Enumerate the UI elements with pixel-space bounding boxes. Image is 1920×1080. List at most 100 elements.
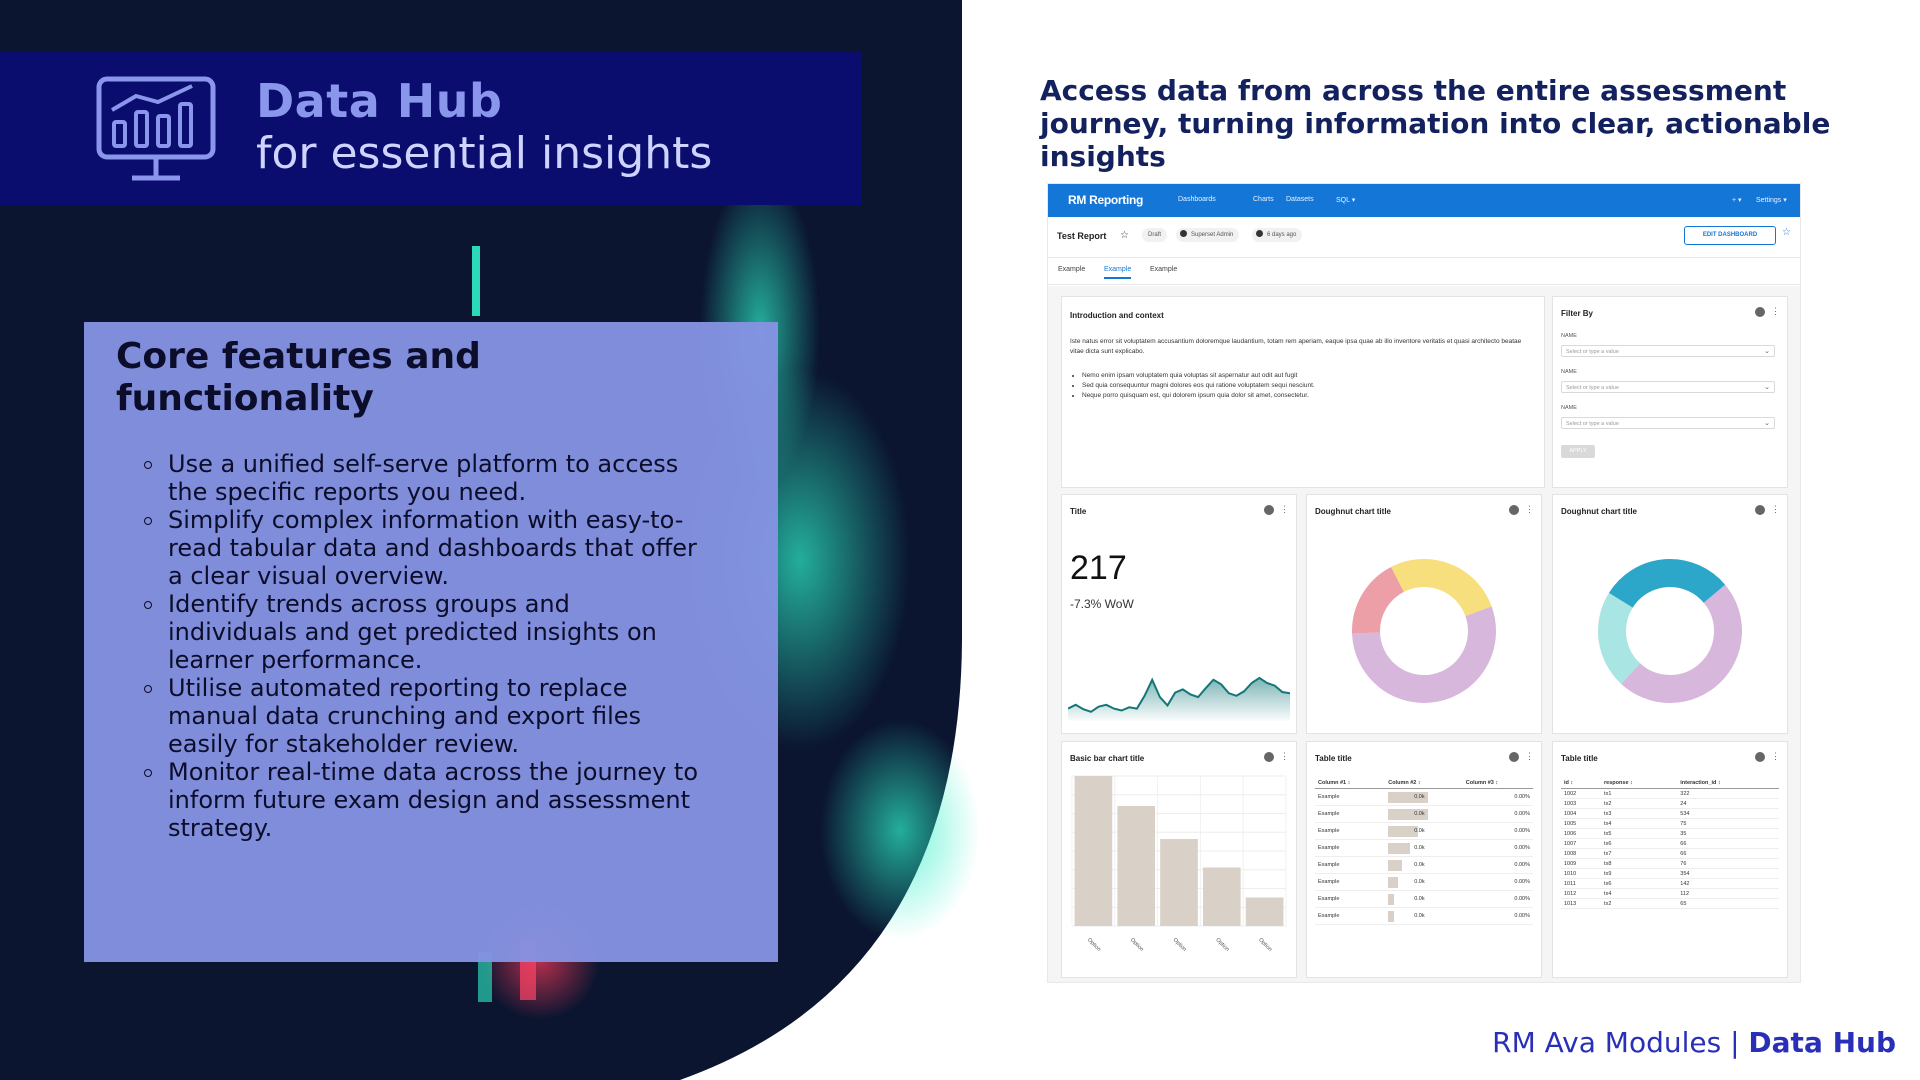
feature-text: Identify trends across groups and indivi… — [168, 590, 657, 674]
filter-label: NAME — [1561, 369, 1577, 375]
table-cell: 0.00% — [1462, 907, 1533, 925]
table-cell: Example — [1315, 873, 1386, 891]
tab-example-1[interactable]: Example — [1058, 266, 1086, 273]
filter-icon[interactable] — [1755, 505, 1765, 515]
more-icon[interactable]: ⋮ — [1771, 306, 1780, 316]
table-header[interactable]: Column #2 ↕ — [1385, 778, 1463, 789]
table-header[interactable]: response ↕ — [1601, 778, 1678, 789]
table-cell: 0.00% — [1462, 856, 1533, 874]
clock-icon — [1256, 230, 1263, 237]
more-icon[interactable]: ⋮ — [1280, 751, 1289, 761]
table-cell: 0.00% — [1462, 822, 1533, 840]
panel-menu[interactable]: ⋮ — [1264, 751, 1289, 762]
tab-example-2[interactable]: Example — [1104, 266, 1132, 279]
panel-menu[interactable]: ⋮ — [1509, 751, 1534, 762]
table-cell: 1011 — [1561, 878, 1602, 889]
hero-subtitle: for essential insights — [256, 128, 713, 179]
cell-bar — [1388, 910, 1395, 922]
bar — [1245, 897, 1284, 926]
filter-select[interactable]: Select or type a value ⌄ — [1561, 417, 1775, 429]
table-row: Example 0.0k 0.00% — [1315, 839, 1533, 857]
feature-item: Use a unified self-serve platform to acc… — [140, 450, 700, 506]
table-cell: Example — [1315, 907, 1386, 925]
footer-product: Data Hub — [1748, 1026, 1896, 1059]
filter-icon[interactable] — [1509, 505, 1519, 515]
panel-menu[interactable]: ⋮ — [1755, 306, 1780, 317]
nav-sql[interactable]: SQL ▾ — [1336, 197, 1356, 204]
bar-chart: Option Option Option Option Option — [1071, 775, 1287, 953]
table-cell: 112 — [1677, 888, 1779, 899]
table-row: 1006 tx5 35 — [1561, 828, 1779, 839]
star-icon[interactable]: ☆ — [1120, 230, 1129, 241]
table-header[interactable]: Column #1 ↕ — [1315, 778, 1386, 789]
more-icon[interactable]: ⋮ — [1280, 504, 1289, 514]
more-icon[interactable]: ⋮ — [1525, 751, 1534, 761]
bullet-icon — [144, 517, 152, 525]
more-icon[interactable]: ⋮ — [1771, 751, 1780, 761]
panel-menu[interactable]: ⋮ — [1264, 504, 1289, 515]
nav-settings[interactable]: Settings ▾ — [1756, 197, 1787, 204]
nav-add[interactable]: + ▾ — [1732, 197, 1742, 204]
tab-example-3[interactable]: Example — [1150, 266, 1178, 273]
intro-bullet: Neque porro quisquam est, qui dolorem ip… — [1082, 391, 1542, 401]
table-cell: 0.00% — [1462, 873, 1533, 891]
more-icon[interactable]: ⋮ — [1525, 504, 1534, 514]
footer-prefix: RM Ava Modules | — [1492, 1026, 1749, 1059]
panel-menu[interactable]: ⋮ — [1755, 751, 1780, 762]
table-cell: tx5 — [1601, 828, 1678, 839]
more-icon[interactable]: ⋮ — [1771, 504, 1780, 514]
filter-select[interactable]: Select or type a value ⌄ — [1561, 345, 1775, 357]
panel-menu[interactable]: ⋮ — [1509, 504, 1534, 515]
doughnut-slice — [1621, 584, 1742, 703]
doughnut-chart-2 — [1598, 559, 1742, 703]
table-row: Example 0.0k 0.00% — [1315, 890, 1533, 908]
filter-icon[interactable] — [1264, 752, 1274, 762]
table-header[interactable]: Column #3 ↕ — [1462, 778, 1533, 789]
brand-logo[interactable]: RM Reporting — [1068, 193, 1144, 207]
big-number-value: 217 — [1070, 549, 1127, 587]
report-title: Test Report — [1057, 231, 1107, 241]
table-cell: 142 — [1677, 878, 1779, 889]
filter-icon[interactable] — [1755, 752, 1765, 762]
feature-item: Monitor real-time data across the journe… — [140, 758, 700, 842]
feature-item: Simplify complex information with easy-t… — [140, 506, 700, 590]
table-panel-2: Table title ⋮ id ↕ response ↕ interaction_… — [1552, 741, 1788, 978]
filter-icon[interactable] — [1509, 752, 1519, 762]
doughnut-slice — [1352, 566, 1405, 634]
table-cell: Example — [1315, 890, 1386, 908]
doughnut-slice — [1352, 606, 1496, 703]
nav-dashboards[interactable]: Dashboards — [1178, 196, 1216, 203]
table-cell: 1009 — [1561, 858, 1602, 869]
apply-button[interactable]: APPLY — [1561, 445, 1595, 458]
table-cell: 66 — [1677, 838, 1779, 849]
table-cell: tx4 — [1601, 888, 1678, 899]
intro-bullet: Sed quia consequuntur magni dolores eos … — [1082, 381, 1542, 391]
trendline-area — [1068, 677, 1290, 721]
filter-icon[interactable] — [1755, 307, 1765, 317]
filter-placeholder: Select or type a value — [1566, 385, 1619, 391]
nav-datasets[interactable]: Datasets — [1286, 196, 1314, 203]
owner-name: Superset Admin — [1191, 232, 1234, 238]
table-cell: 0.00% — [1462, 890, 1533, 908]
table-header[interactable]: id ↕ — [1561, 778, 1602, 789]
table-cell: 1002 — [1561, 788, 1602, 799]
intro-bullet: Nemo enim ipsam voluptatem quia voluptas… — [1082, 371, 1542, 381]
nav-charts[interactable]: Charts — [1253, 196, 1274, 203]
doughnut-panel-2: Doughnut chart title ⋮ — [1552, 494, 1788, 734]
cell-bar — [1388, 859, 1403, 871]
table-cell: 1006 — [1561, 828, 1602, 839]
intro-bullets: Nemo enim ipsam voluptatem quia voluptas… — [1070, 371, 1542, 401]
dashboard-screenshot: RM Reporting Dashboards Charts Datasets … — [1048, 184, 1800, 982]
table-cell: tx6 — [1601, 838, 1678, 849]
table-cell: Example — [1315, 822, 1386, 840]
table-header[interactable]: interaction_id ↕ — [1677, 778, 1779, 789]
favorite-icon[interactable]: ☆ — [1782, 227, 1791, 238]
table-cell: 0.0k — [1385, 788, 1463, 806]
trendline-chart — [1068, 676, 1290, 721]
filter-icon[interactable] — [1264, 505, 1274, 515]
table-cell: 354 — [1677, 868, 1779, 879]
table-cell: Example — [1315, 839, 1386, 857]
filter-select[interactable]: Select or type a value ⌄ — [1561, 381, 1775, 393]
panel-menu[interactable]: ⋮ — [1755, 504, 1780, 515]
edit-dashboard-button[interactable]: EDIT DASHBOARD — [1684, 226, 1776, 245]
